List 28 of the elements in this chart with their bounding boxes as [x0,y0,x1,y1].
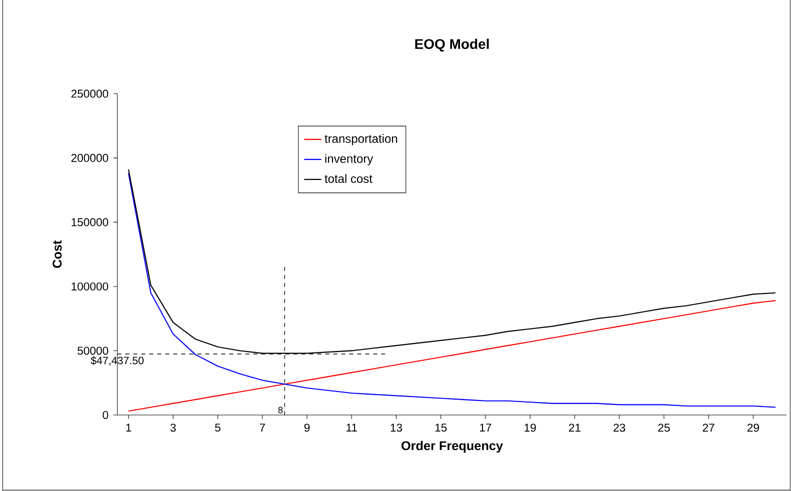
x-tick-label: 5 [215,424,220,432]
x-tick-label: 19 [524,424,536,432]
x-tick-label: 9 [304,424,310,432]
x-tick-label: 3 [170,424,176,432]
legend-label: transportation [324,134,398,146]
x-tick-label: 7 [260,424,265,432]
x-tick-label: 29 [747,424,759,432]
x-tick-label: 21 [568,424,580,432]
y-tick-label: 150000 [72,218,108,226]
y-tick-label: 250000 [71,90,108,98]
y-axis-title: Cost [52,240,62,268]
x-tick-label: 1 [126,424,132,432]
x-tick-label: 17 [480,424,492,432]
x-tick-label: 11 [346,424,357,432]
x-tick-label: 15 [435,424,447,432]
legend-label: total cost [324,174,372,183]
x-axis-title: Order Frequency [401,440,503,453]
x-tick-label: 23 [614,424,626,432]
x-tick-label: 27 [702,424,714,432]
y-tick-label: 0 [102,410,108,419]
x-tick-label: 13 [390,424,402,432]
legend-label: inventory [325,154,374,166]
ref-line-label: 8 [278,406,283,414]
y-tick-label: 50000 [78,346,108,355]
x-tick-label: 25 [658,424,670,432]
chart-title: EOQ Model [415,38,489,52]
y-tick-label: 100000 [72,282,108,290]
y-tick-label: 200000 [71,154,108,162]
